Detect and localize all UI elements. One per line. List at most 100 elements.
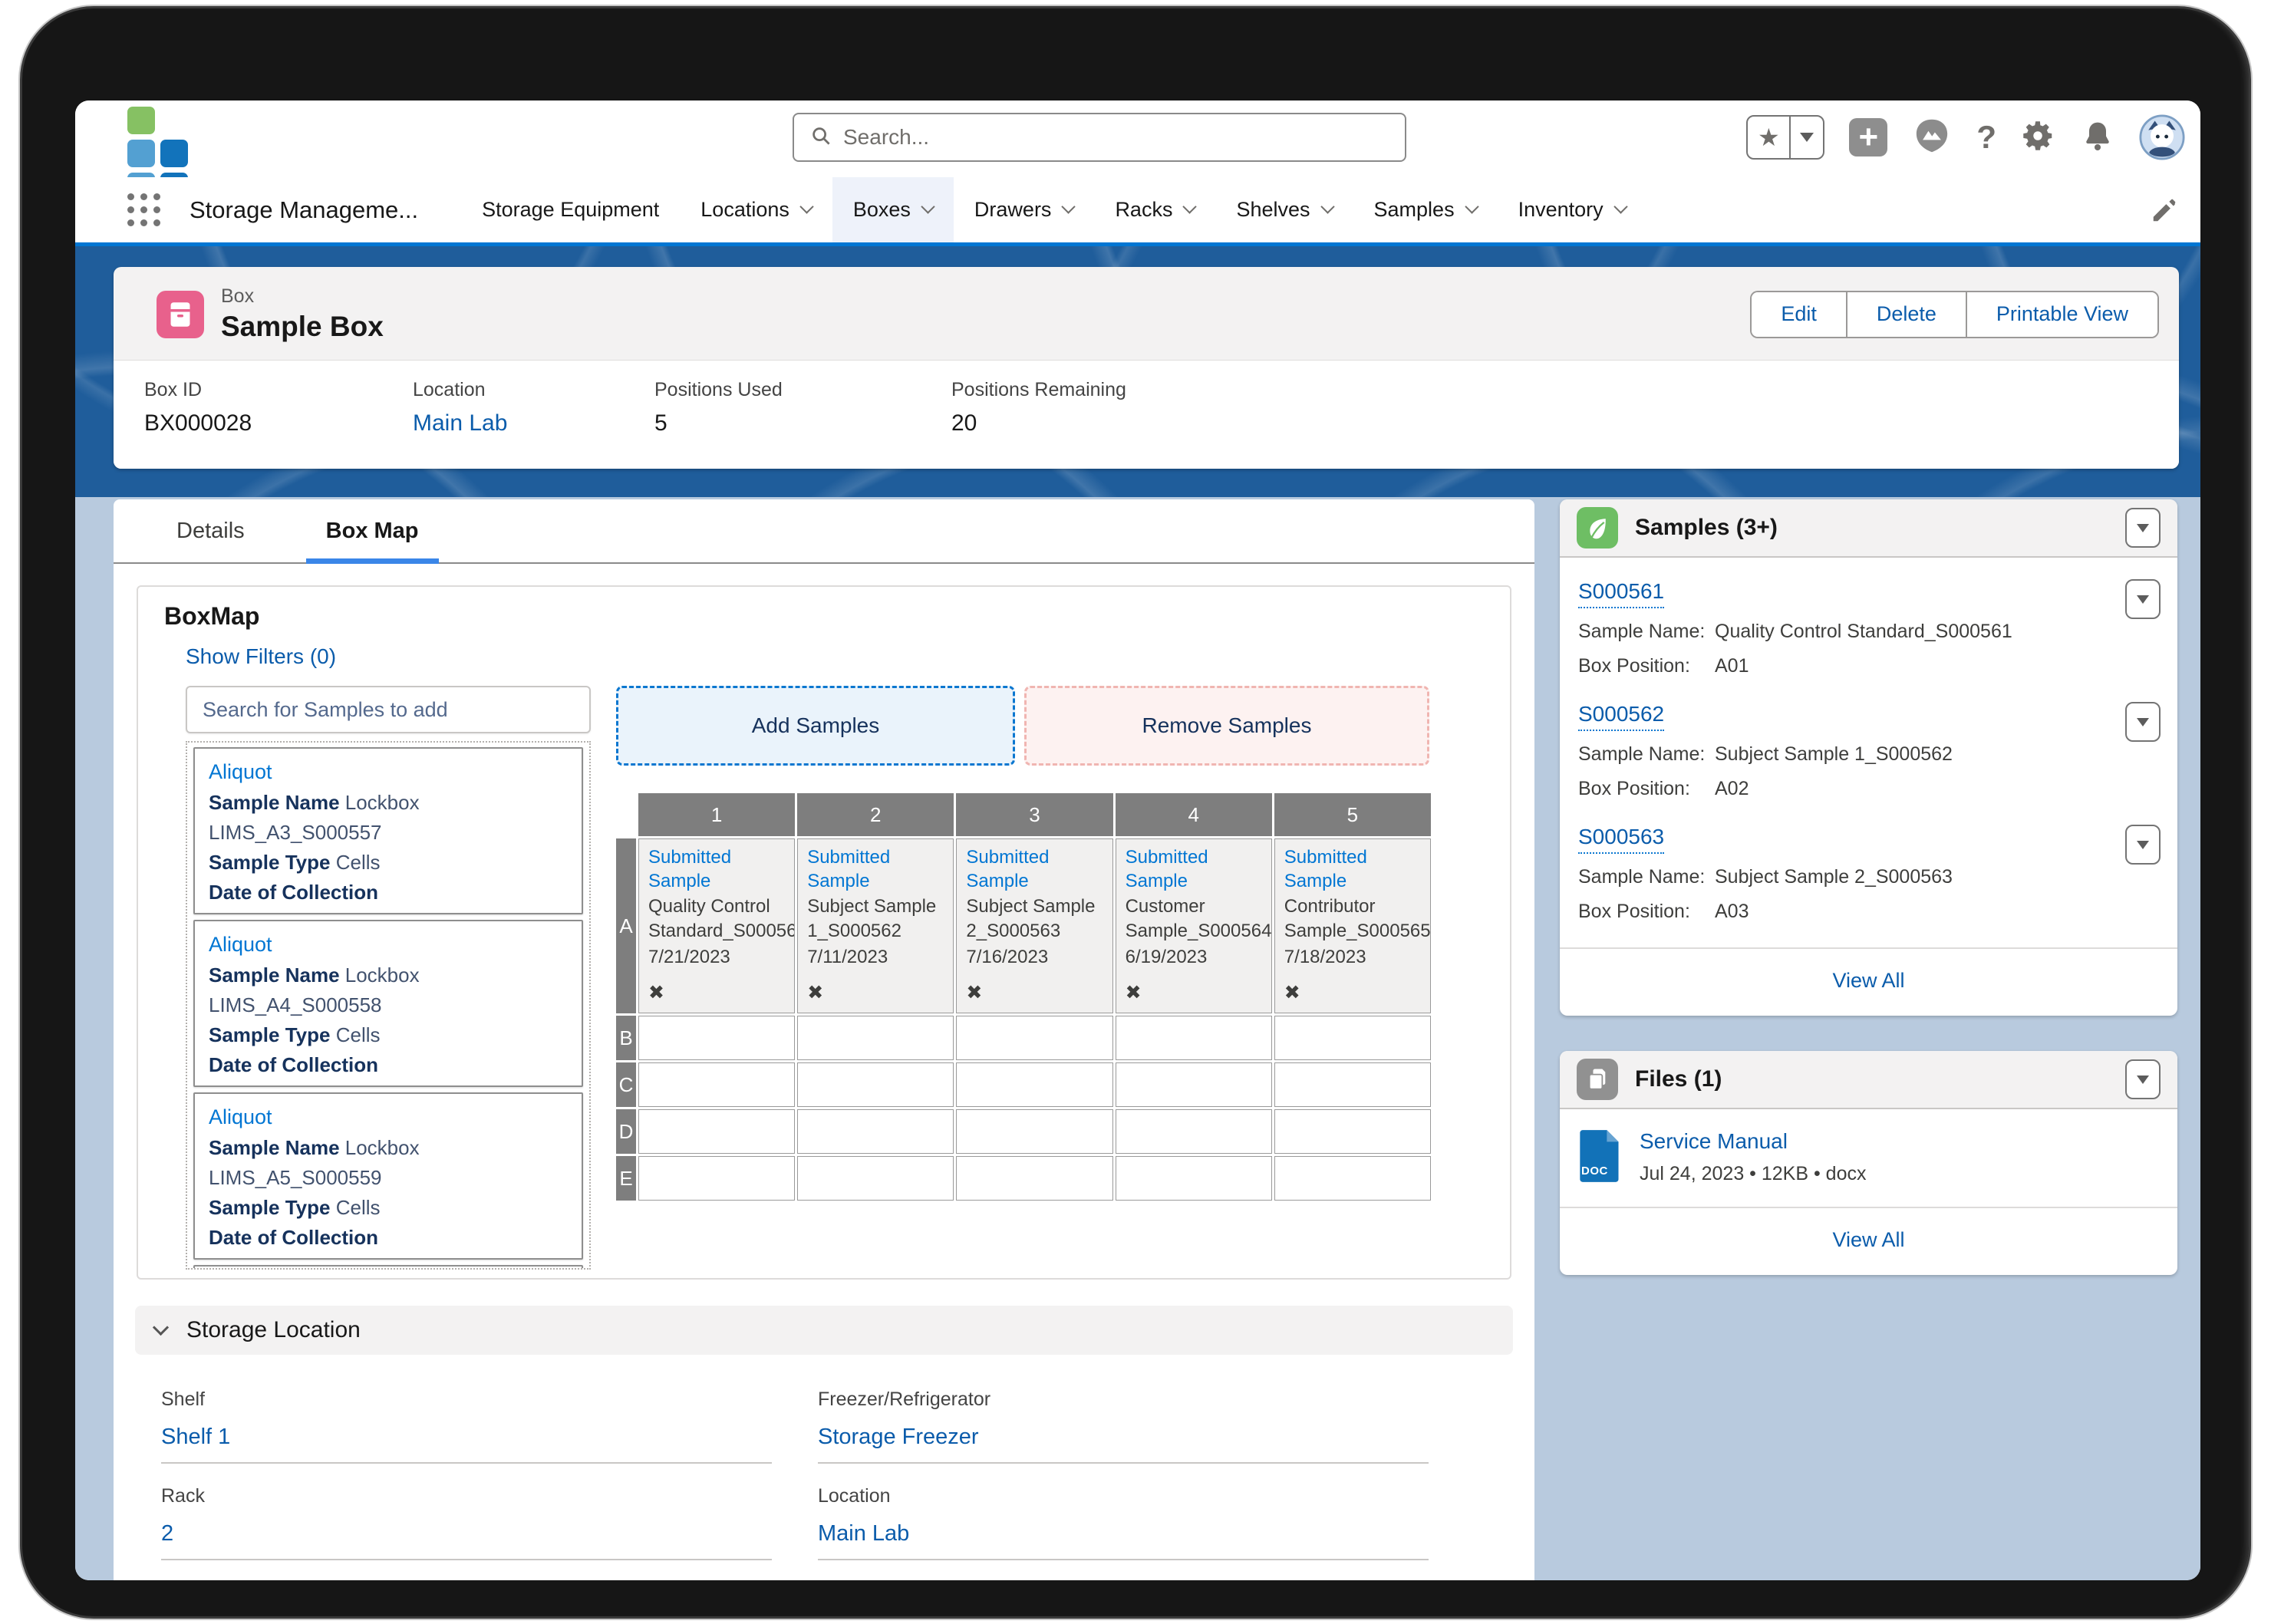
nav-tab-boxes[interactable]: Boxes xyxy=(832,177,954,242)
grid-column-header: 1 xyxy=(638,793,796,836)
submitted-sample-link[interactable]: Submitted Sample xyxy=(966,847,1050,892)
aliquot-name-line: Sample Name Lockbox LIMS_A3_S000557 xyxy=(209,790,420,844)
sample-id-link[interactable]: S000561 xyxy=(1578,579,1665,608)
app-name[interactable]: Storage Manageme... xyxy=(190,196,419,223)
samples-card-title: Samples (3+) xyxy=(1635,515,1778,540)
tab-box-map[interactable]: Box Map xyxy=(305,519,439,564)
storage-location-header[interactable]: Storage Location xyxy=(135,1306,1513,1355)
sample-row-menu-button[interactable] xyxy=(2125,579,2161,619)
printable-view-button[interactable]: Printable View xyxy=(1965,292,2157,337)
aliquot-card-partial[interactable]: Aliquot xyxy=(193,1265,583,1268)
samples-view-all-link[interactable]: View All xyxy=(1832,969,1905,992)
location-link[interactable]: Main Lab xyxy=(818,1521,910,1546)
location-link[interactable]: Main Lab xyxy=(413,410,508,436)
submitted-sample-link[interactable]: Submitted Sample xyxy=(648,847,732,892)
sample-search-input[interactable] xyxy=(186,686,591,733)
grid-cell-e3 xyxy=(956,1156,1113,1201)
sample-row-menu-button[interactable] xyxy=(2125,702,2161,742)
files-card-menu-button[interactable] xyxy=(2125,1059,2161,1099)
nav-tab-locations[interactable]: Locations xyxy=(680,177,832,242)
aliquot-card[interactable]: Aliquot Sample Name Lockbox LIMS_A3_S000… xyxy=(193,747,583,914)
favorites-dropdown-icon[interactable] xyxy=(1791,117,1823,158)
aliquot-link[interactable]: Aliquot xyxy=(209,760,272,783)
nav-tab-drawers[interactable]: Drawers xyxy=(954,177,1095,242)
file-name-link[interactable]: Service Manual xyxy=(1640,1129,1788,1153)
rack-link[interactable]: 2 xyxy=(161,1521,174,1546)
global-search[interactable] xyxy=(793,113,1406,162)
field-positions-used: Positions Used 5 xyxy=(654,379,783,436)
freezer-link[interactable]: Storage Freezer xyxy=(818,1425,979,1449)
grid-cell-b3 xyxy=(956,1016,1113,1060)
setup-gear-icon[interactable] xyxy=(2021,118,2056,157)
files-view-all-link[interactable]: View All xyxy=(1832,1228,1905,1251)
grid-row-header: B xyxy=(616,1016,636,1060)
sample-id-link[interactable]: S000563 xyxy=(1578,825,1665,854)
aliquot-link[interactable]: Aliquot xyxy=(209,933,272,956)
file-item[interactable]: DOC Service Manual Jul 24, 2023 • 12KB •… xyxy=(1560,1109,2177,1207)
field-shelf: Shelf Shelf 1 xyxy=(161,1388,772,1464)
aliquot-card[interactable]: Aliquot Sample Name Lockbox LIMS_A5_S000… xyxy=(193,1092,583,1260)
screen: ★ + ? xyxy=(75,100,2200,1580)
delete-button[interactable]: Delete xyxy=(1845,292,1966,337)
grid-cell-a2: Submitted Sample Subject Sample 1_S00056… xyxy=(797,838,954,1013)
grid-row-header: E xyxy=(616,1156,636,1201)
edit-nav-pencil-icon[interactable] xyxy=(2150,196,2179,229)
remove-samples-button[interactable]: Remove Samples xyxy=(1024,686,1429,766)
shelf-link[interactable]: Shelf 1 xyxy=(161,1425,231,1449)
field-rack: Rack 2 xyxy=(161,1485,772,1560)
app-launcher-icon[interactable] xyxy=(127,193,160,226)
samples-card-menu-button[interactable] xyxy=(2125,508,2161,548)
quick-create-icon[interactable]: + xyxy=(1849,118,1888,156)
guidance-trailhead-icon[interactable] xyxy=(1912,116,1952,160)
files-card-title: Files (1) xyxy=(1635,1066,1722,1092)
edit-button[interactable]: Edit xyxy=(1752,292,1846,337)
header-utility-icons: ★ + ? xyxy=(1746,113,2185,162)
record-main-panel: Details Box Map BoxMap Show Filters (0) xyxy=(114,499,1534,1580)
nav-tab-samples[interactable]: Samples xyxy=(1353,177,1498,242)
files-card-header: Files (1) xyxy=(1560,1051,2177,1109)
nav-tab-shelves[interactable]: Shelves xyxy=(1215,177,1353,242)
show-filters-link[interactable]: Show Filters (0) xyxy=(186,644,337,668)
aliquot-type-line: Sample Type Cells xyxy=(209,1023,381,1046)
user-avatar[interactable] xyxy=(2139,114,2185,160)
chevron-down-icon xyxy=(799,199,814,214)
boxmap-action-buttons: Add Samples Remove Samples xyxy=(616,686,1484,766)
nav-tab-racks[interactable]: Racks xyxy=(1094,177,1215,242)
notifications-bell-icon[interactable] xyxy=(2081,119,2114,156)
sample-id-link[interactable]: S000562 xyxy=(1578,702,1665,731)
record-entity-label: Box xyxy=(221,285,255,307)
record-header-top: Box Sample Box Edit Delete Printable Vie… xyxy=(114,267,2179,360)
aliquot-link[interactable]: Aliquot xyxy=(209,1105,272,1128)
submitted-sample-link[interactable]: Submitted Sample xyxy=(807,847,891,892)
grid-row-header: C xyxy=(616,1062,636,1107)
tab-details[interactable]: Details xyxy=(176,519,245,543)
record-action-buttons: Edit Delete Printable View xyxy=(1750,290,2159,338)
aliquot-name-line: Sample Name Lockbox LIMS_A5_S000559 xyxy=(209,1135,420,1189)
help-icon[interactable]: ? xyxy=(1976,119,1996,155)
nav-tab-inventory[interactable]: Inventory xyxy=(1498,177,1646,242)
grid-row-header: D xyxy=(616,1109,636,1154)
submitted-sample-link[interactable]: Submitted Sample xyxy=(1284,847,1367,892)
grid-cell-a4: Submitted Sample Customer Sample_S000564… xyxy=(1115,838,1272,1013)
remove-sample-x-icon[interactable]: ✖ xyxy=(807,981,824,1003)
aliquot-type-line: Sample Type Cells xyxy=(209,850,381,874)
field-freezer: Freezer/Refrigerator Storage Freezer xyxy=(818,1388,1429,1464)
remove-sample-x-icon[interactable]: ✖ xyxy=(966,981,983,1003)
search-input[interactable] xyxy=(843,125,1389,150)
grid-cell-a1: Submitted Sample Quality Control Standar… xyxy=(638,838,796,1013)
sample-row-menu-button[interactable] xyxy=(2125,825,2161,865)
aliquot-date-line: Date of Collection xyxy=(209,880,379,904)
grid-corner xyxy=(616,793,636,836)
remove-sample-x-icon[interactable]: ✖ xyxy=(1284,981,1300,1003)
aliquot-card[interactable]: Aliquot Sample Name Lockbox LIMS_A4_S000… xyxy=(193,920,583,1087)
remove-sample-x-icon[interactable]: ✖ xyxy=(648,981,664,1003)
favorite-star-icon[interactable]: ★ xyxy=(1748,117,1791,158)
remove-sample-x-icon[interactable]: ✖ xyxy=(1125,981,1142,1003)
chevron-down-icon xyxy=(921,199,935,214)
submitted-sample-link[interactable]: Submitted Sample xyxy=(1125,847,1208,892)
nav-tab-storage-equipment[interactable]: Storage Equipment xyxy=(482,198,660,221)
nav-tabs: Storage Equipment Locations Boxes Drawer… xyxy=(461,177,1646,242)
samples-card-body: S000561 Sample Name: Quality Control Stan… xyxy=(1560,558,2177,923)
add-samples-button[interactable]: Add Samples xyxy=(616,686,1015,766)
related-sidebar: Samples (3+) S000561 Sample Name: Quality… xyxy=(1560,499,2177,1580)
